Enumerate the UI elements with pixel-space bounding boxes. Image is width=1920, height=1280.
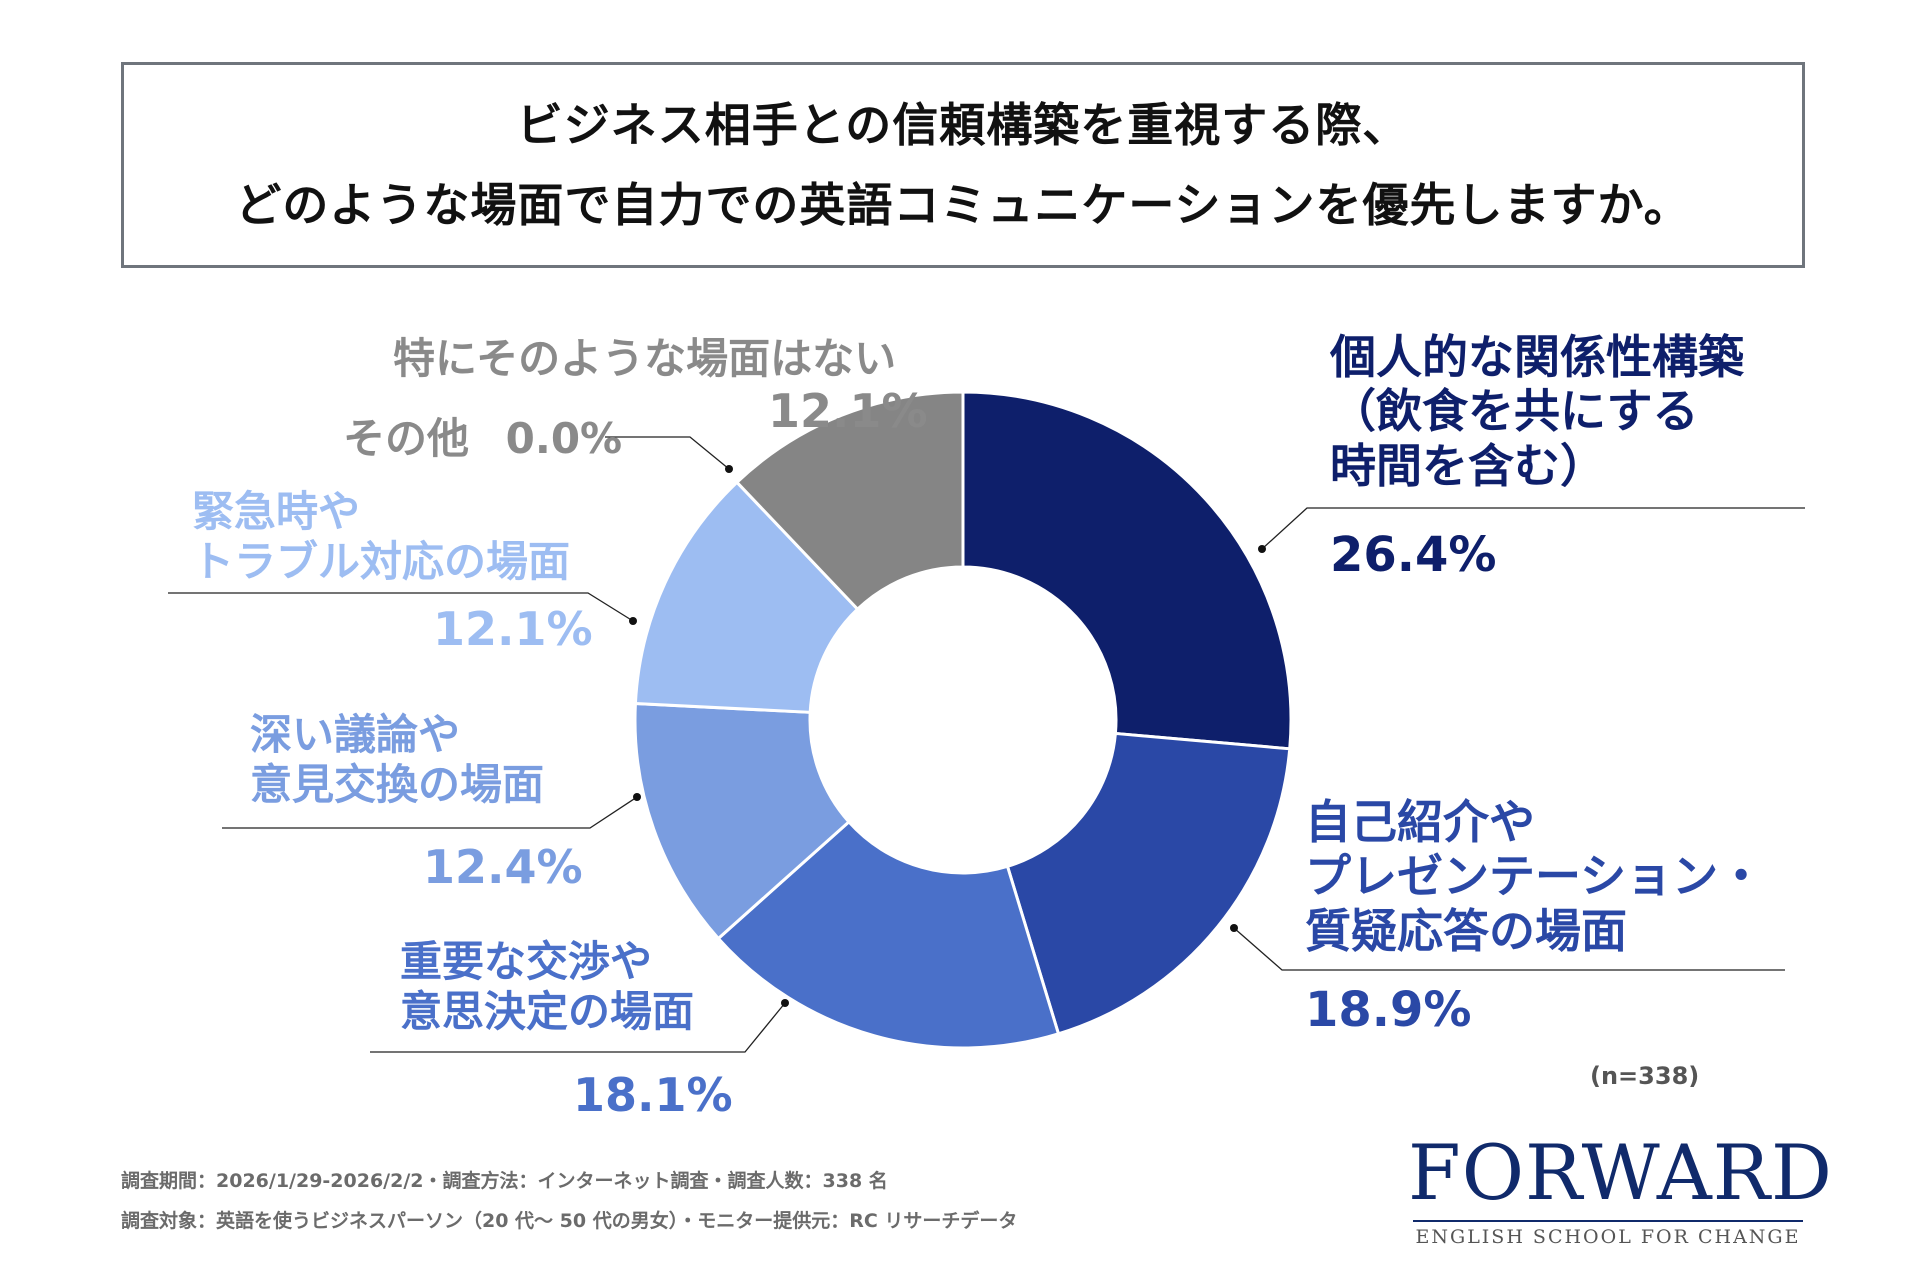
leader-dot-presentation [1230, 924, 1238, 932]
sample-size-note: (n=338) [1590, 1062, 1700, 1090]
survey-target-note: 調査対象：英語を使うビジネスパーソン（20 代〜 50 代の男女）・モニター提供… [121, 1210, 1018, 1232]
slice-label-presentation: 自己紹介や プレゼンテーション・ 質疑応答の場面 [1305, 795, 1764, 958]
slice-value-discussion: 12.4% [423, 840, 583, 894]
donut-slice-discussion [633, 701, 851, 941]
slice-label-other: その他 0.0% [343, 414, 622, 464]
slice-label-personal-relationship-line2: （飲食を共にする [1330, 384, 1699, 439]
slice-label-negotiation-line1: 重要な交渉や [400, 937, 653, 986]
leader-dot-other [725, 465, 733, 473]
slice-value-negotiation: 18.1% [573, 1068, 733, 1122]
slice-label-other-line1: その他 [343, 414, 470, 463]
slice-label-personal-relationship-line3: 時間を含む） [1330, 438, 1606, 493]
slice-value-emergency: 12.1% [433, 602, 593, 656]
leader-line-presentation [1233, 927, 1785, 971]
slice-label-emergency-line1: 緊急時や [192, 487, 361, 536]
slice-label-presentation-line3: 質疑応答の場面 [1305, 903, 1627, 958]
logo-tagline: ENGLISH SCHOOL FOR CHANGE [1415, 1226, 1801, 1248]
forward-logo: FORWARD [1408, 1128, 1833, 1217]
slice-label-discussion-line2: 意見交換の場面 [250, 759, 545, 809]
chart-title-line-2: どのような場面で自力での英語コミュニケーションを優先しますか。 [235, 178, 1691, 232]
leader-line-discussion [222, 796, 638, 829]
slice-label-emergency: 緊急時や トラブル対応の場面 [192, 487, 570, 586]
slice-label-personal-relationship-line1: 個人的な関係性構築 [1330, 330, 1744, 384]
slice-label-emergency-line2: トラブル対応の場面 [192, 536, 571, 586]
chart-title-line-1: ビジネス相手との信頼構築を重視する際、 [516, 98, 1410, 152]
slice-label-presentation-line1: 自己紹介や [1305, 795, 1535, 849]
leader-dot-personal-relationship [1258, 545, 1266, 553]
slice-value-none: 12.1% [768, 384, 928, 438]
survey-period-note: 調査期間：2026/1/29-2026/2/2・調査方法：インターネット調査・調… [121, 1170, 888, 1192]
leader-dot-emergency [629, 617, 637, 625]
slice-label-presentation-line2: プレゼンテーション・ [1305, 849, 1765, 904]
leader-line-negotiation [370, 1002, 786, 1053]
slice-label-discussion: 深い議論や 意見交換の場面 [250, 710, 544, 809]
title-box: ビジネス相手との信頼構築を重視する際、 どのような場面で自力での英語コミュニケー… [121, 62, 1805, 268]
slice-value-personal-relationship: 26.4% [1330, 527, 1497, 583]
slice-label-personal-relationship: 個人的な関係性構築 （飲食を共にする 時間を含む） [1330, 330, 1744, 493]
donut-slice-presentation [1005, 731, 1292, 1036]
leader-line-emergency [168, 592, 634, 622]
leader-dot-discussion [633, 793, 641, 801]
logo-divider [1413, 1220, 1803, 1222]
leader-dot-negotiation [781, 999, 789, 1007]
donut-slice-negotiation [716, 819, 1061, 1050]
slice-label-none: 特にそのような場面はない [393, 334, 897, 383]
donut-slice-emergency [633, 480, 860, 714]
donut-slice-personal-relationship [961, 390, 1293, 751]
leader-line-other [605, 436, 730, 470]
slice-value-presentation: 18.9% [1305, 982, 1472, 1038]
donut-slice-none [734, 390, 965, 612]
slice-label-negotiation: 重要な交渉や 意思決定の場面 [400, 937, 694, 1036]
slice-label-discussion-line1: 深い議論や [250, 710, 461, 759]
leader-line-personal-relationship [1261, 507, 1805, 550]
slice-value-other: 0.0% [505, 414, 623, 463]
slice-label-negotiation-line2: 意思決定の場面 [400, 986, 695, 1036]
